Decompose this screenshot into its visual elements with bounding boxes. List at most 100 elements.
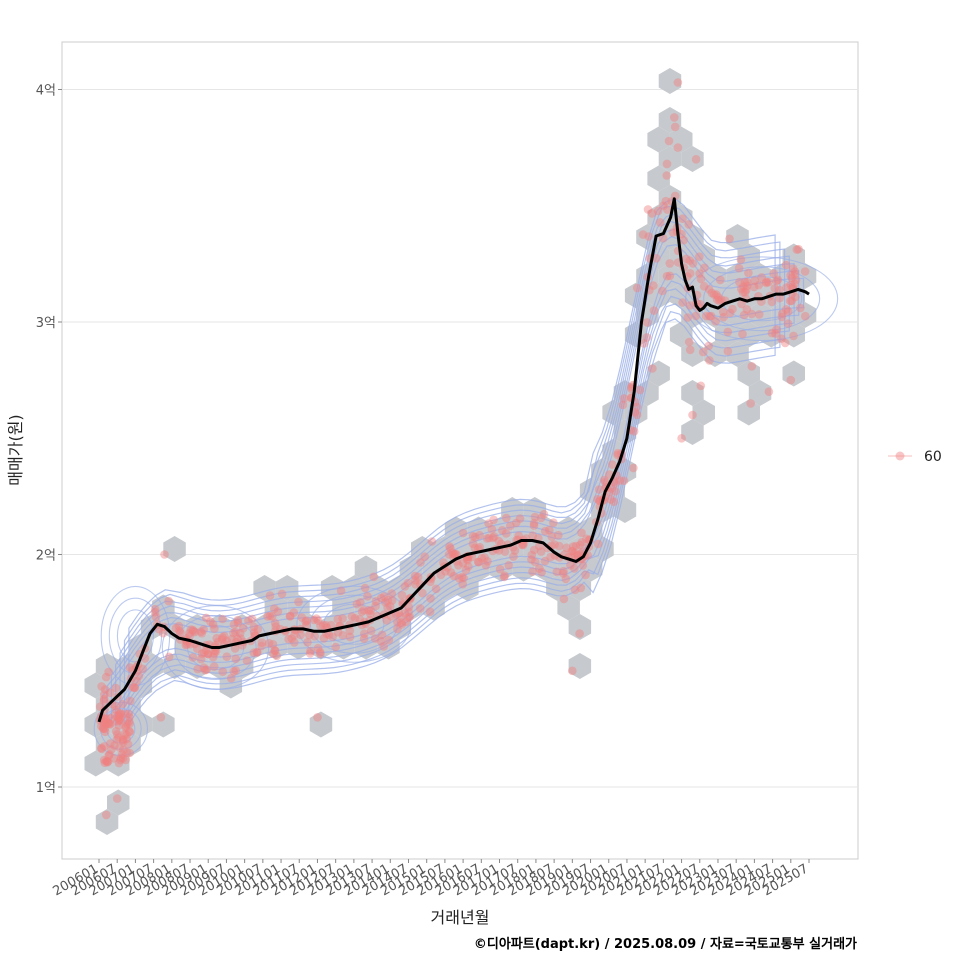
- data-point: [268, 640, 278, 649]
- data-point: [483, 557, 492, 566]
- data-point: [247, 614, 257, 624]
- data-point: [790, 270, 800, 279]
- data-point: [116, 709, 125, 719]
- hexbin-cell: [343, 614, 366, 640]
- data-point: [767, 297, 777, 307]
- data-point: [196, 654, 206, 664]
- hexbin-cell: [669, 321, 693, 348]
- data-point: [333, 614, 343, 624]
- hexbin-cell: [793, 263, 817, 289]
- data-point: [711, 316, 720, 326]
- data-point: [151, 612, 161, 622]
- hexbin-cell: [118, 731, 141, 757]
- data-point: [289, 608, 299, 617]
- data-point: [129, 683, 139, 692]
- data-point: [673, 143, 683, 152]
- data-point: [290, 638, 299, 647]
- data-point: [647, 209, 657, 218]
- data-point: [294, 597, 303, 607]
- data-point: [506, 521, 515, 531]
- data-point: [121, 723, 130, 732]
- data-point: [208, 652, 218, 662]
- hexbin-cell: [681, 341, 704, 367]
- hexbin-cell: [692, 399, 715, 426]
- data-point: [778, 309, 787, 318]
- data-point: [303, 638, 312, 647]
- data-point: [610, 487, 620, 496]
- data-point: [457, 572, 467, 582]
- data-point: [242, 656, 252, 665]
- data-point: [498, 526, 507, 535]
- data-point: [105, 719, 115, 728]
- data-point: [459, 573, 468, 583]
- data-point: [482, 534, 492, 543]
- hexbin-cell: [501, 497, 524, 523]
- data-point: [670, 113, 679, 122]
- data-point: [783, 319, 793, 328]
- data-point: [174, 621, 184, 631]
- data-point: [116, 753, 126, 763]
- data-point: [109, 754, 119, 763]
- data-point: [481, 561, 491, 570]
- data-point: [739, 310, 749, 320]
- data-point: [302, 616, 311, 625]
- data-point: [381, 598, 390, 607]
- data-point: [125, 719, 134, 729]
- data-point: [121, 755, 130, 765]
- data-point: [345, 626, 355, 635]
- data-point: [124, 717, 134, 726]
- data-point: [197, 649, 207, 658]
- data-point: [426, 594, 435, 603]
- data-point: [199, 625, 208, 634]
- data-point: [527, 555, 536, 564]
- data-point: [642, 333, 652, 342]
- hexbin-cell: [546, 536, 569, 562]
- data-point: [104, 719, 114, 728]
- data-point: [719, 312, 728, 322]
- data-point: [715, 296, 724, 306]
- data-point: [369, 572, 379, 582]
- density-contour: [186, 624, 245, 671]
- data-point: [487, 525, 497, 534]
- data-point: [101, 713, 111, 723]
- data-point: [105, 750, 114, 759]
- data-point: [685, 345, 695, 355]
- data-point: [701, 311, 711, 321]
- data-point: [182, 640, 192, 649]
- data-point: [475, 542, 485, 552]
- data-point: [393, 617, 402, 627]
- data-point: [679, 235, 688, 245]
- data-point: [102, 757, 112, 766]
- data-point: [540, 526, 550, 536]
- data-point: [104, 667, 113, 677]
- data-point: [197, 629, 207, 638]
- data-point: [97, 722, 106, 731]
- data-point: [477, 553, 487, 563]
- data-point: [750, 276, 759, 285]
- hexbin-cell: [568, 653, 592, 679]
- data-point: [113, 716, 122, 726]
- hexbin-cell: [647, 165, 670, 192]
- data-point: [309, 615, 319, 625]
- data-point: [769, 269, 778, 278]
- data-point: [608, 460, 617, 469]
- data-point: [468, 539, 478, 548]
- hexbin-cell: [658, 146, 682, 172]
- data-point: [470, 543, 480, 553]
- hexbin-cell: [433, 575, 456, 601]
- data-point: [410, 571, 420, 581]
- data-point: [116, 713, 125, 723]
- data-point: [397, 618, 406, 627]
- data-point: [695, 269, 704, 278]
- data-point: [269, 649, 278, 658]
- data-point: [649, 306, 659, 315]
- data-point: [648, 364, 657, 373]
- data-point: [122, 730, 131, 740]
- data-point: [661, 196, 671, 206]
- data-point: [787, 273, 797, 283]
- data-point: [775, 293, 784, 303]
- data-point: [740, 287, 750, 297]
- density-contour: [323, 603, 385, 645]
- data-point: [176, 628, 185, 637]
- data-point: [691, 155, 701, 164]
